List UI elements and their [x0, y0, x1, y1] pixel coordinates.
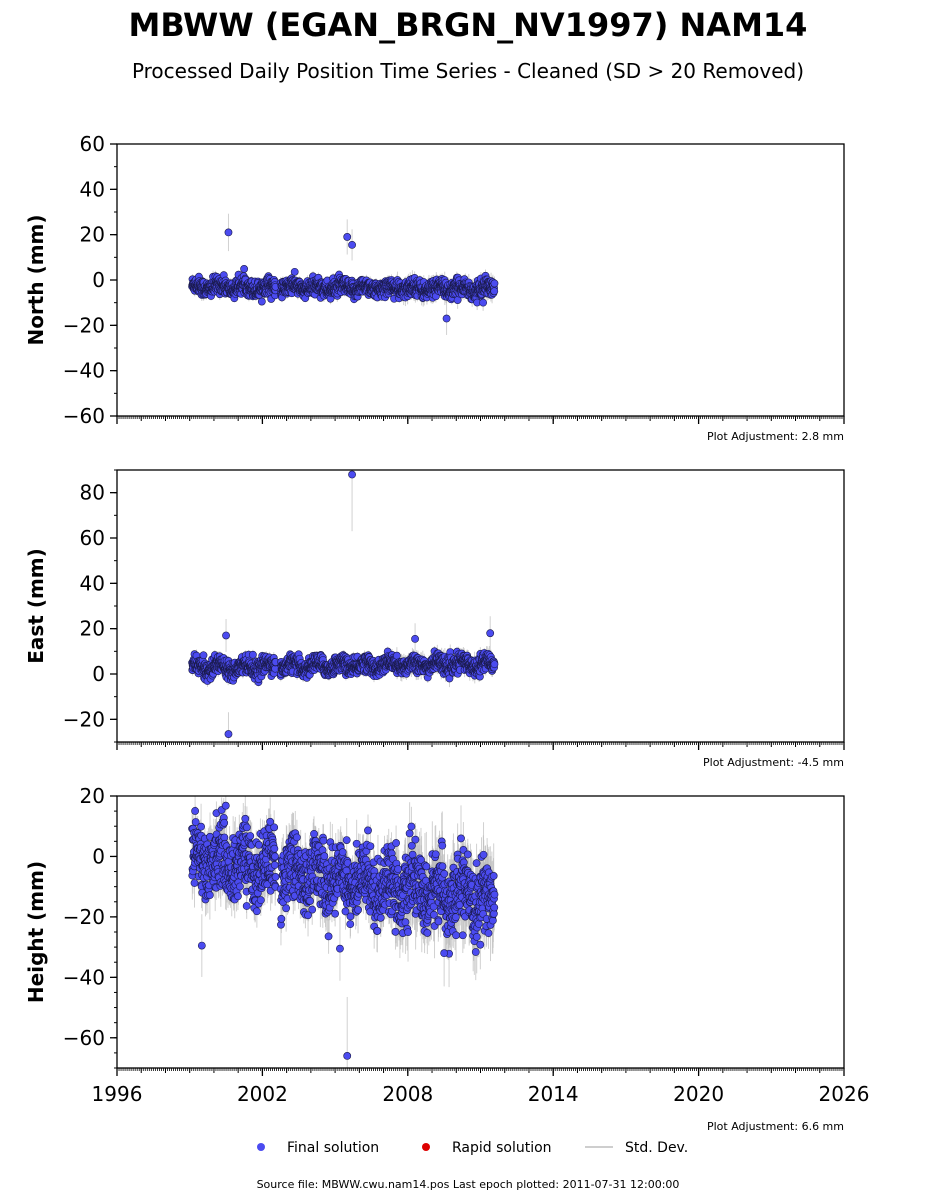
final-solution-point — [442, 314, 451, 323]
y-tick-label: 0 — [92, 268, 105, 292]
final-solution-point — [290, 267, 299, 276]
y-tick-label: 20 — [80, 223, 105, 247]
final-solution-point — [343, 233, 352, 241]
final-solution-point — [199, 651, 208, 660]
final-solution-point — [240, 265, 249, 273]
final-solution-point — [490, 279, 499, 288]
final-solution-point — [224, 228, 233, 237]
y-tick-label: 60 — [80, 132, 105, 156]
final-solution-point — [490, 287, 499, 296]
final-solution-point — [257, 297, 266, 306]
y-tick-label: −20 — [63, 313, 105, 337]
chart-subtitle: Processed Daily Position Time Series - C… — [132, 59, 804, 83]
y-tick-label: 40 — [80, 177, 105, 201]
plot-area — [188, 213, 499, 335]
y-tick-label: −60 — [63, 404, 105, 428]
plot-area — [188, 470, 499, 742]
y-axis-label: North (mm) — [24, 214, 48, 345]
final-solution-point — [348, 240, 356, 249]
plot-adjustment-note: Plot Adjustment: 2.8 mm — [707, 430, 844, 443]
final-solution-point — [479, 298, 488, 307]
north-panel: 60 40 20 0 −20 −40 −60 North (mm) Plot Adjustmen… — [24, 132, 845, 443]
y-tick-label: −40 — [63, 359, 105, 383]
chart-title: MBWW (EGAN_BRGN_NV1997) NAM14 — [129, 6, 808, 44]
